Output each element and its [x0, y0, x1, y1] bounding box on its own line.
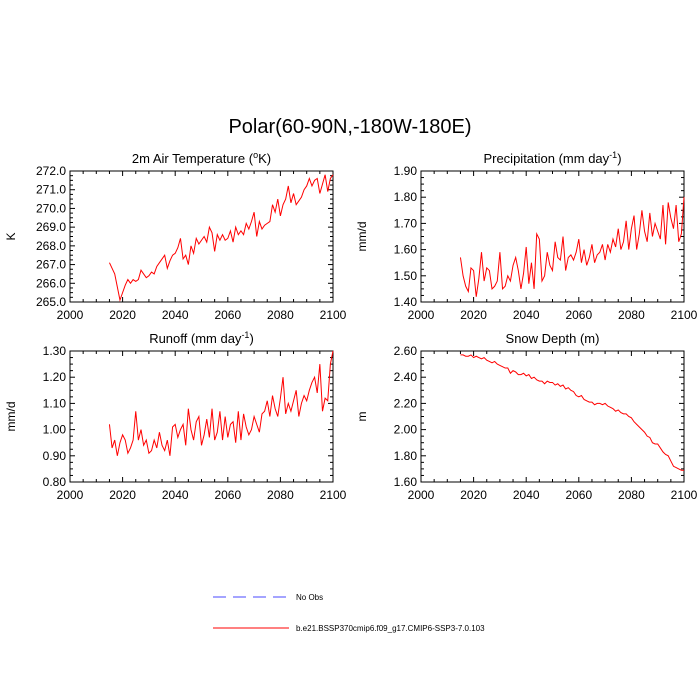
series-line	[460, 354, 684, 471]
panel-title-main: 2m Air Temperature (	[132, 151, 254, 166]
x-tick-label: 2020	[460, 488, 487, 502]
x-tick-label: 2080	[618, 488, 645, 502]
plot-frame	[69, 170, 334, 303]
x-tick-label: 2000	[408, 488, 435, 502]
series-line	[108, 350, 334, 456]
series-line	[459, 197, 685, 297]
main-title: Polar(60-90N,-180W-180E)	[228, 116, 472, 138]
y-tick-label: 1.70	[394, 216, 418, 230]
y-axis-label: mm/d	[355, 222, 369, 252]
x-tick-label: 2040	[162, 488, 189, 502]
y-tick-label: 1.10	[43, 396, 67, 410]
y-tick-label: 269.0	[36, 220, 66, 234]
y-tick-label: 2.40	[394, 370, 418, 384]
y-tick-label: 265.0	[36, 295, 66, 309]
x-tick-label: 2000	[57, 308, 84, 322]
x-tick-label: 2000	[408, 308, 435, 322]
panel-2: 2000 2020 2040 2060 2080 2100 1.40 1.50 1.60 1.70…	[355, 150, 698, 322]
y-tick-label: 2.00	[394, 423, 418, 437]
y-tick-label: 1.90	[394, 164, 418, 178]
panel-title: Snow Depth (m)	[506, 331, 600, 346]
y-axis-label: mm/d	[4, 402, 18, 432]
legend-label-2: b.e21.BSSP370cmip6.f09_g17.CMIP6-SSP3-7.…	[296, 624, 485, 633]
y-tick-label: 1.00	[43, 423, 67, 437]
x-tick-label: 2040	[162, 308, 189, 322]
y-tick-label: 1.80	[394, 449, 418, 463]
y-tick-label: 267.0	[36, 258, 66, 272]
y-tick-label: 271.0	[36, 183, 66, 197]
panel-title: 2m Air Temperature (oK)	[132, 150, 271, 166]
y-tick-label: 0.80	[43, 475, 67, 489]
x-tick-label: 2100	[671, 488, 698, 502]
plot-frame	[420, 170, 685, 303]
y-tick-label: 1.40	[394, 295, 418, 309]
y-tick-label: 1.20	[43, 370, 67, 384]
panel-3: 2000 2020 2040 2060 2080 2100 0.80 0.90 1.00 1.10…	[4, 330, 347, 502]
y-tick-label: 1.80	[394, 190, 418, 204]
panel-title-suffix: )	[249, 331, 253, 346]
y-axis-label: K	[4, 232, 18, 240]
y-tick-label: 268.0	[36, 239, 66, 253]
plot-frame	[420, 350, 685, 483]
x-tick-label: 2080	[267, 488, 294, 502]
panel-title-main: Runoff (mm day	[149, 331, 242, 346]
x-tick-label: 2040	[513, 308, 540, 322]
x-tick-label: 2020	[109, 488, 136, 502]
x-tick-label: 2080	[618, 308, 645, 322]
x-tick-label: 2060	[565, 488, 592, 502]
y-tick-label: 2.60	[394, 344, 418, 358]
panel-title-main: Snow Depth (m)	[506, 331, 600, 346]
y-tick-label: 2.20	[394, 396, 418, 410]
y-tick-label: 1.60	[394, 243, 418, 257]
y-tick-label: 266.0	[36, 276, 66, 290]
x-tick-label: 2060	[214, 488, 241, 502]
y-tick-label: 272.0	[36, 164, 66, 178]
x-tick-label: 2000	[57, 488, 84, 502]
panel-title-suffix: K)	[258, 151, 271, 166]
y-axis-label: m	[355, 412, 369, 422]
plot-frame	[69, 350, 334, 483]
panel-title-superscript: o	[253, 150, 258, 160]
x-tick-label: 2100	[320, 488, 347, 502]
panel-title: Precipitation (mm day-1)	[483, 150, 621, 166]
x-tick-label: 2080	[267, 308, 294, 322]
series-line	[108, 174, 334, 303]
x-tick-label: 2100	[320, 308, 347, 322]
x-tick-label: 2100	[671, 308, 698, 322]
panel-1: 2000 2020 2040 2060 2080 2100 265.0 266.0 267.0 2…	[4, 150, 347, 322]
panels-layer: 2000 2020 2040 2060 2080 2100 265.0 266.0 267.0 2…	[4, 150, 698, 502]
legend: No Obs b.e21.BSSP370cmip6.f09_g17.CMIP6-S…	[213, 593, 485, 633]
legend-label-1: No Obs	[296, 593, 323, 602]
y-tick-label: 0.90	[43, 449, 67, 463]
x-tick-label: 2040	[513, 488, 540, 502]
x-tick-label: 2020	[109, 308, 136, 322]
panel-title-superscript: -1	[609, 150, 617, 160]
x-tick-label: 2060	[565, 308, 592, 322]
panel-title-suffix: )	[617, 151, 621, 166]
y-tick-label: 1.30	[43, 344, 67, 358]
x-tick-label: 2020	[460, 308, 487, 322]
panel-4: 2000 2020 2040 2060 2080 2100 1.60 1.80 2.00 2.20…	[355, 331, 698, 502]
panel-title-superscript: -1	[241, 330, 249, 340]
panel-title-main: Precipitation (mm day	[483, 151, 609, 166]
x-tick-label: 2060	[214, 308, 241, 322]
panel-title: Runoff (mm day-1)	[149, 330, 254, 346]
y-tick-label: 270.0	[36, 201, 66, 215]
y-tick-label: 1.60	[394, 475, 418, 489]
y-tick-label: 1.50	[394, 269, 418, 283]
